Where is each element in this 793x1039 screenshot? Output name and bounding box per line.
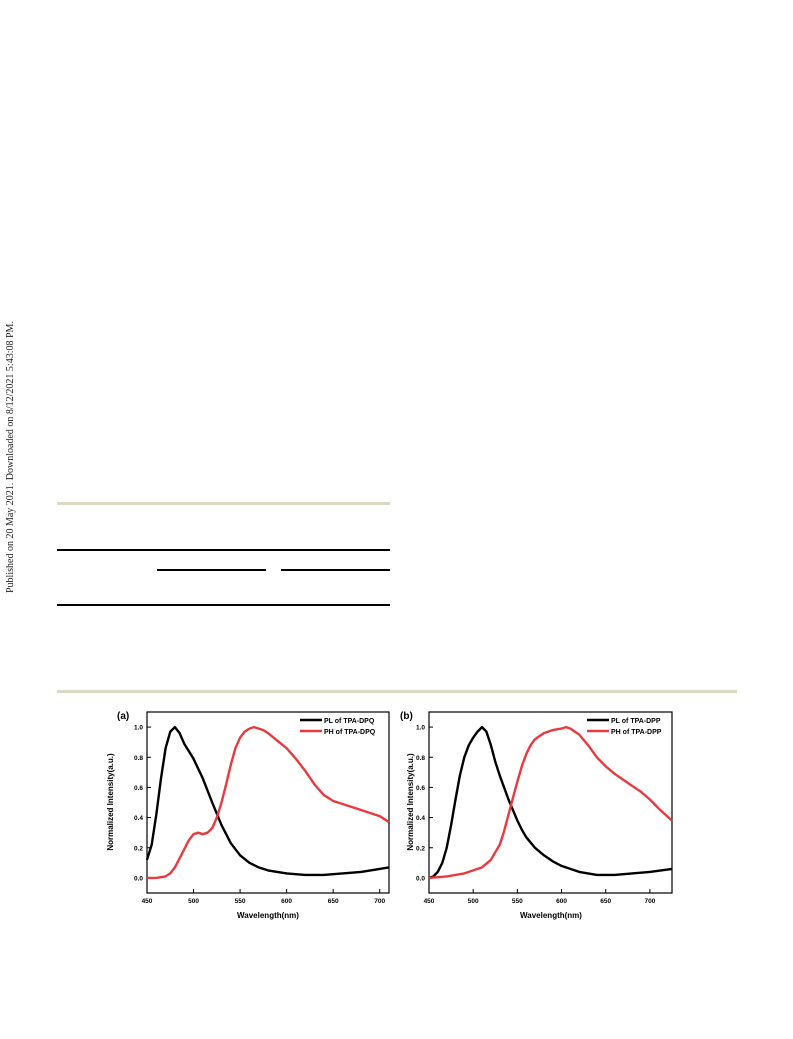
divider-top: [57, 502, 390, 505]
table-rule-subgroup-right: [281, 569, 390, 571]
panel-b-ticks: [428, 726, 651, 893]
x-tick-label: 600: [281, 898, 292, 905]
divider-figure: [57, 690, 737, 693]
y-tick-label: 0.2: [134, 845, 143, 852]
panel-b-xlabel: Wavelength(nm): [520, 911, 582, 920]
panel-b-label: (b): [400, 711, 413, 722]
panel-b-series-ph: [428, 725, 673, 880]
x-tick-label: 450: [424, 898, 435, 905]
panel-a-label: (a): [117, 711, 129, 722]
y-tick-label: 0.0: [134, 875, 143, 882]
x-tick-label: 650: [600, 898, 611, 905]
y-tick-label: 0.8: [134, 755, 143, 762]
x-tick-label: 650: [328, 898, 339, 905]
x-tick-label: 550: [512, 898, 523, 905]
panel-a-tick-labels: 450 500 550 600 650 700 0.0 0.2 0.4 0.6 0.8 1.0: [134, 725, 386, 905]
x-tick-label: 500: [188, 898, 199, 905]
y-tick-label: 0.8: [416, 755, 425, 762]
x-tick-label: 500: [468, 898, 479, 905]
panel-a-frame: [146, 711, 390, 894]
table-rule-bottom: [57, 604, 390, 606]
x-tick-label: 600: [556, 898, 567, 905]
table-rule-subgroup-left: [157, 569, 266, 571]
y-tick-label: 0.0: [416, 875, 425, 882]
panel-b-series-pl: [428, 725, 673, 880]
y-tick-label: 0.6: [416, 785, 425, 792]
panel-a: 450 500 550 600 650 700 0.0 0.2 0.4 0.6 0.8 1.0 (a)…: [106, 711, 390, 920]
x-tick-label: 450: [142, 898, 153, 905]
panel-a-legend: PL of TPA-DPQ PH of TPA-DPQ: [300, 718, 376, 736]
x-tick-label: 700: [374, 898, 385, 905]
y-tick-label: 1.0: [416, 725, 425, 732]
panel-b-tick-labels: 450 500 550 600 650 700 0.0 0.2 0.4 0.6 0.8 1.0: [416, 725, 656, 905]
panel-b-legend: PL of TPA-DPP PH of TPA-DPP: [587, 718, 662, 736]
legend-b-pl-label: PL of TPA-DPP: [611, 718, 661, 725]
legend-a-pl-label: PL of TPA-DPQ: [324, 718, 375, 725]
table-rule-top: [57, 549, 390, 551]
y-tick-label: 0.4: [134, 815, 143, 822]
x-tick-label: 550: [235, 898, 246, 905]
panel-b-frame: [428, 711, 673, 894]
panel-b: 450 500 550 600 650 700 0.0 0.2 0.4 0.6 0.8 1.0 (b)…: [400, 711, 673, 920]
legend-a-ph-label: PH of TPA-DPQ: [324, 729, 376, 736]
panel-a-ylabel: Normalized Intensity(a.u.): [106, 753, 115, 851]
panel-b-ylabel: Normalized Intensity(a.u.): [406, 753, 415, 851]
legend-b-ph-label: PH of TPA-DPP: [611, 729, 662, 736]
y-tick-label: 1.0: [134, 725, 143, 732]
y-tick-label: 0.6: [134, 785, 143, 792]
y-tick-label: 0.2: [416, 845, 425, 852]
panel-a-series-ph: [147, 725, 390, 880]
y-tick-label: 0.4: [416, 815, 425, 822]
x-tick-label: 700: [644, 898, 655, 905]
panel-a-xlabel: Wavelength(nm): [237, 911, 299, 920]
